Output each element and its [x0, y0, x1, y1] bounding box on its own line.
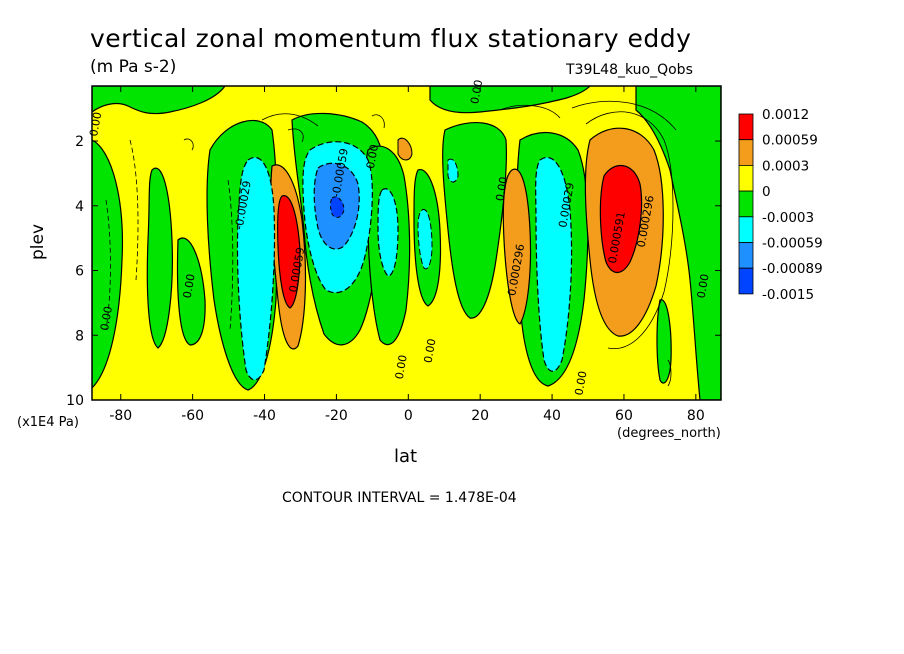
- band-cyan-nh: [535, 157, 573, 372]
- x-tick-label: -40: [253, 408, 276, 424]
- legend-swatch: [738, 216, 754, 243]
- contour-label: 0.00: [695, 273, 712, 299]
- band-green-nh-east: [635, 86, 721, 400]
- legend-label: 0.0012: [762, 107, 809, 123]
- y-tick-label: 10: [66, 393, 84, 409]
- band-orange-small: [397, 137, 413, 161]
- legend-swatch: [738, 164, 754, 192]
- band-green-nh-right-strip: [656, 299, 672, 384]
- band-red-nh: [599, 165, 643, 274]
- x-tick-label: 20: [471, 408, 489, 424]
- legend-label: 0.00059: [762, 133, 818, 149]
- band-green-top-center: [429, 86, 591, 114]
- band-green-nh-column: [442, 122, 507, 319]
- band-blue-sh-core: [330, 196, 345, 218]
- plot-frame: [91, 85, 722, 401]
- contour-label: 0.00: [572, 370, 589, 396]
- y-tick-label: 8: [75, 328, 84, 344]
- x-tick-label: 0: [404, 408, 413, 424]
- y-tick-label: 6: [75, 264, 84, 280]
- contour-label: 0.00: [181, 273, 198, 299]
- x-axis-units: (degrees_north): [617, 426, 721, 441]
- legend-swatch: [738, 190, 754, 218]
- band-green-west: [92, 139, 124, 389]
- x-axis-label: lat: [394, 446, 418, 467]
- y-tick-label: 4: [75, 199, 84, 215]
- plot-area: [92, 86, 721, 400]
- contour-label: 0.00: [421, 338, 438, 364]
- band-cyan-eq-east: [417, 208, 433, 270]
- band-green-sh-column-2: [176, 237, 206, 346]
- y-axis-units: (x1E4 Pa): [17, 415, 79, 430]
- color-legend: 0.0012 0.00059 0.0003 0 -0.0003 -0.00059 -0.00…: [738, 107, 823, 303]
- chart-title: vertical zonal momentum flux stationary …: [90, 24, 692, 53]
- band-cyan-sh-1: [236, 157, 276, 381]
- band-cyan-eq: [377, 188, 399, 277]
- legend-swatch: [738, 267, 754, 295]
- band-green-top-left: [92, 86, 226, 115]
- x-tick-label: 60: [615, 408, 633, 424]
- legend-label: 0: [762, 184, 771, 200]
- contour-label: 0.00: [468, 79, 485, 105]
- legend-label: -0.0015: [762, 287, 814, 303]
- x-tick-label: -60: [181, 408, 204, 424]
- y-axis-label: plev: [28, 223, 48, 260]
- x-tick-label: 80: [687, 408, 705, 424]
- x-tick-label: -80: [109, 408, 132, 424]
- y-axis: 2 4 6 8 10: [66, 134, 721, 409]
- legend-swatch: [738, 139, 754, 166]
- contour-label: 0.00: [98, 305, 115, 331]
- units-label: (m Pa s-2): [90, 57, 177, 77]
- contour-lines: [105, 100, 677, 387]
- legend-label: -0.0003: [762, 210, 814, 226]
- band-orange-nh-1: [502, 168, 532, 325]
- legend-label: -0.00089: [762, 261, 823, 277]
- band-green-sh-column-1: [146, 167, 173, 349]
- x-tick-label: 40: [543, 408, 561, 424]
- legend-swatch: [738, 113, 754, 141]
- run-label: T39L48_kuo_Qobs: [566, 62, 693, 78]
- band-red-sh: [277, 195, 301, 309]
- band-cyan-sh-small: [447, 158, 459, 183]
- contour-interval-text: CONTOUR INTERVAL = 1.478E-04: [282, 490, 517, 506]
- x-axis: -80 -60 -40 -20 0 20 40 60 80: [109, 86, 705, 424]
- contour-label: 0.00: [393, 354, 410, 380]
- legend-label: 0.0003: [762, 158, 809, 174]
- x-tick-label: -20: [325, 408, 348, 424]
- contour-label: 0.00: [87, 111, 104, 137]
- legend-label: -0.00059: [762, 236, 823, 252]
- contour-label: 0.00: [364, 143, 381, 169]
- legend-swatch: [738, 242, 754, 269]
- contour-label: 0.00: [493, 176, 510, 202]
- y-tick-label: 2: [75, 134, 84, 150]
